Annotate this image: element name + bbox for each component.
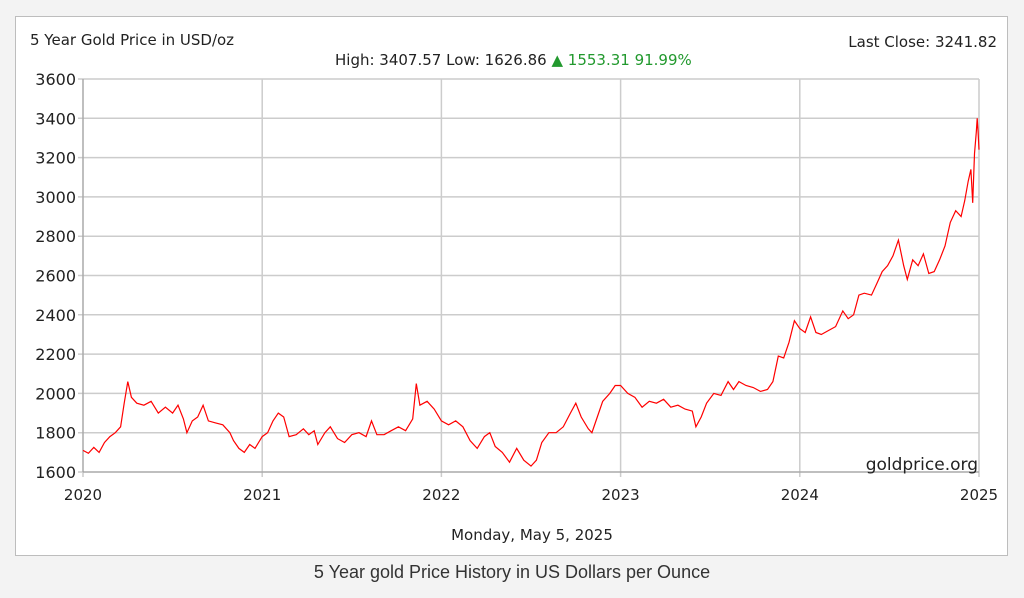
high-value: High: 3407.57 [335, 51, 441, 69]
date-label: Monday, May 5, 2025 [451, 526, 613, 544]
triangle-up-icon: ▲ [551, 51, 567, 69]
stats-line: High: 3407.57 Low: 1626.86 ▲ 1553.31 91.… [335, 51, 692, 69]
y-tick-label: 2400 [35, 306, 76, 325]
y-tick-label: 2800 [35, 227, 76, 246]
y-tick-label: 2200 [35, 345, 76, 364]
y-tick-label: 3400 [35, 109, 76, 128]
x-tick-label: 2022 [422, 486, 460, 504]
change-label: 1553.31 91.99% [568, 51, 692, 69]
y-axis: 1600 1800 2000 2200 2400 2600 2800 3000 3200 3400… [35, 70, 76, 482]
y-tick-label: 3000 [35, 188, 76, 207]
watermark: goldprice.org [866, 455, 978, 475]
x-axis: 2020 2021 2022 2023 2024 2025 [64, 486, 998, 504]
y-tick-label: 3600 [35, 70, 76, 89]
y-tick-label: 3200 [35, 149, 76, 168]
price-line [82, 118, 980, 467]
chart-title: 5 Year Gold Price in USD/oz [30, 31, 234, 49]
chart-frame [15, 16, 1008, 556]
y-tick-label: 1800 [35, 424, 76, 443]
last-close: Last Close: 3241.82 [848, 33, 997, 51]
x-tick-label: 2020 [64, 486, 102, 504]
chart-caption: 5 Year gold Price History in US Dollars … [313, 562, 711, 582]
change-value: ▲ 1553.31 91.99% [551, 51, 691, 69]
y-tick-label: 2600 [35, 267, 76, 286]
x-tick-label: 2023 [602, 486, 640, 504]
y-tick-label: 2000 [35, 384, 76, 403]
y-tick-label: 1600 [35, 463, 76, 482]
x-tick-label: 2024 [781, 486, 819, 504]
x-tick-label: 2021 [243, 486, 281, 504]
low-value: Low: 1626.86 [446, 51, 547, 69]
grid [78, 78, 980, 477]
x-tick-label: 2025 [960, 486, 998, 504]
